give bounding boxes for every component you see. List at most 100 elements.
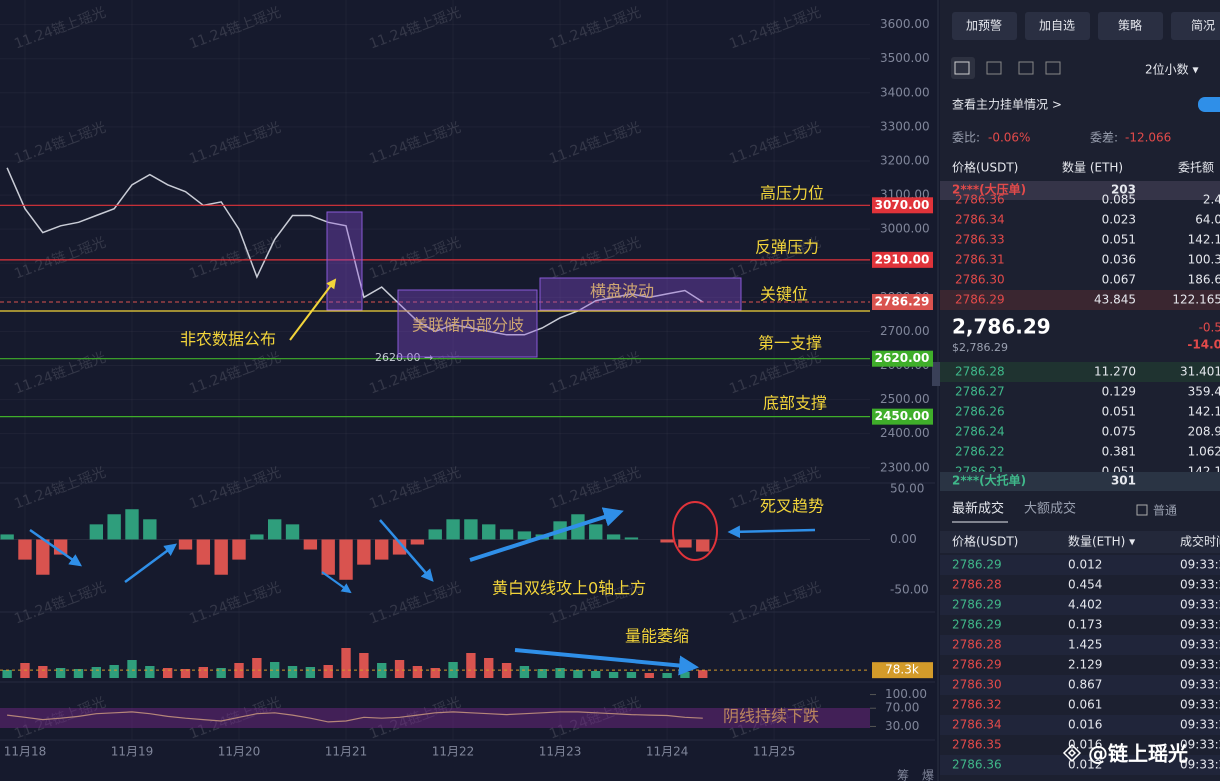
- button[interactable]: [1171, 12, 1220, 40]
- volume-bar: [305, 667, 316, 678]
- volume-bar: [162, 668, 173, 678]
- y-tick-label: 3200.00: [880, 153, 930, 167]
- volume-bar: [430, 668, 440, 678]
- x-tick-label: 11月23: [539, 745, 582, 759]
- trade-price: 2786.28: [952, 638, 1002, 652]
- arrow: [289, 278, 337, 341]
- rsi-tick-label: 30.00: [885, 719, 919, 733]
- macd-bar: [499, 529, 514, 540]
- icon[interactable]: [1018, 61, 1034, 75]
- y-tick-label: 3400.00: [880, 85, 930, 99]
- book-qty: 0.036: [1102, 253, 1136, 267]
- level-annotation: 底部支撑: [763, 394, 827, 413]
- macd-bar: [428, 529, 442, 540]
- macd-bar: [303, 539, 318, 550]
- x-tick-label: 11月20: [218, 745, 261, 759]
- trades-header: 数量(ETH) ▾: [1068, 534, 1135, 549]
- book-qty: 43.845: [1094, 293, 1136, 307]
- trade-qty: 0.173: [1068, 618, 1102, 632]
- volume-bar: [73, 669, 84, 678]
- volume-bar: [216, 668, 226, 678]
- level-annotation: 关键位: [760, 285, 808, 304]
- rsi-tick-label: 70.00: [885, 701, 919, 715]
- macd-bar: [375, 539, 389, 560]
- arrow: [379, 519, 434, 582]
- button[interactable]: [1025, 12, 1090, 40]
- rsi-line: [7, 711, 703, 723]
- tool[interactable]: 筹: [897, 769, 909, 781]
- range-box: [539, 277, 742, 311]
- trade-time: 09:33:2: [1180, 578, 1220, 592]
- highlight-circle: [672, 501, 718, 561]
- button[interactable]: [1098, 12, 1163, 40]
- macd-bar: [339, 539, 353, 580]
- book-price: 2786.29: [955, 293, 1005, 307]
- volume-bar: [680, 672, 690, 678]
- macd-bar: [53, 539, 68, 555]
- level-annotation: 高压力位: [760, 184, 824, 203]
- icon-active: [951, 57, 975, 79]
- resize-handle[interactable]: [932, 362, 940, 386]
- y-tick-label: 2400.00: [880, 426, 930, 440]
- big-ask-bg: [940, 181, 1220, 200]
- icon[interactable]: [1045, 61, 1061, 75]
- tab[interactable]: 大额成交: [1024, 501, 1076, 517]
- row-bg: [940, 555, 1220, 575]
- button-label: 策略: [1118, 18, 1142, 33]
- y-tick-label: 3300.00: [880, 119, 930, 133]
- arrow: [514, 648, 699, 676]
- macd-bar: [178, 539, 193, 550]
- trade-time: 09:33:2: [1180, 738, 1220, 752]
- volume-bar: [573, 670, 583, 678]
- arrow: [321, 571, 352, 594]
- macd-bar: [321, 539, 335, 575]
- trade-time: 09:33:2: [1180, 598, 1220, 612]
- book-price: 2786.22: [955, 445, 1005, 459]
- decimals[interactable]: 2位小数 ▾: [1145, 62, 1198, 77]
- volume-bar: [537, 669, 547, 678]
- annotation: 死叉趋势: [760, 497, 824, 516]
- trade-time: 09:33:2: [1180, 658, 1220, 672]
- volume-bar: [270, 662, 280, 678]
- button-label: 简况: [1191, 19, 1215, 33]
- book-amount: 186.6: [1188, 273, 1220, 287]
- book-price: 2786.34: [955, 213, 1005, 227]
- volume-bar: [608, 672, 619, 678]
- icon[interactable]: [986, 61, 1002, 75]
- y-tick-label: 2500.00: [880, 392, 930, 406]
- icon[interactable]: [954, 61, 970, 75]
- macd-bar: [285, 524, 300, 540]
- row-highlight: [940, 362, 1220, 382]
- brand-icon: [1062, 743, 1082, 763]
- diff: -12.066: [1125, 131, 1171, 145]
- tab[interactable]: 最新成交: [952, 501, 1004, 517]
- button[interactable]: [952, 12, 1017, 40]
- macd-bar: [268, 519, 282, 540]
- y-tick-label: 3500.00: [880, 51, 930, 65]
- level-tag-label: 2786.29: [875, 295, 930, 309]
- volume-bar: [626, 672, 637, 678]
- trade-time: 09:33:2: [1180, 718, 1220, 732]
- book-price: 2786.36: [955, 193, 1005, 207]
- volume-bar: [484, 658, 494, 678]
- trade-time: 09:33:2: [1180, 618, 1220, 632]
- trades-header: 成交时间: [1180, 534, 1220, 549]
- chart-bg: [0, 0, 940, 781]
- book-qty: 0.085: [1102, 193, 1136, 207]
- trade-time: 09:33:2: [1180, 558, 1220, 572]
- book-amount: 1.062: [1188, 445, 1220, 459]
- macd-bar: [624, 537, 639, 540]
- macd-bar: [214, 539, 228, 575]
- volume-bar: [394, 660, 405, 678]
- checkbox[interactable]: [1136, 504, 1148, 516]
- price-line: [6, 167, 704, 336]
- annotations-layer: [0, 211, 870, 728]
- volume-bar: [377, 663, 387, 678]
- trades-header: 价格(USDT): [952, 534, 1018, 549]
- event-box: [397, 289, 538, 358]
- arrow: [124, 543, 178, 584]
- tool[interactable]: 爆: [922, 769, 934, 781]
- toggle[interactable]: [1198, 97, 1220, 112]
- mid-bg: [940, 311, 1220, 361]
- trade-qty: 0.012: [1068, 758, 1102, 772]
